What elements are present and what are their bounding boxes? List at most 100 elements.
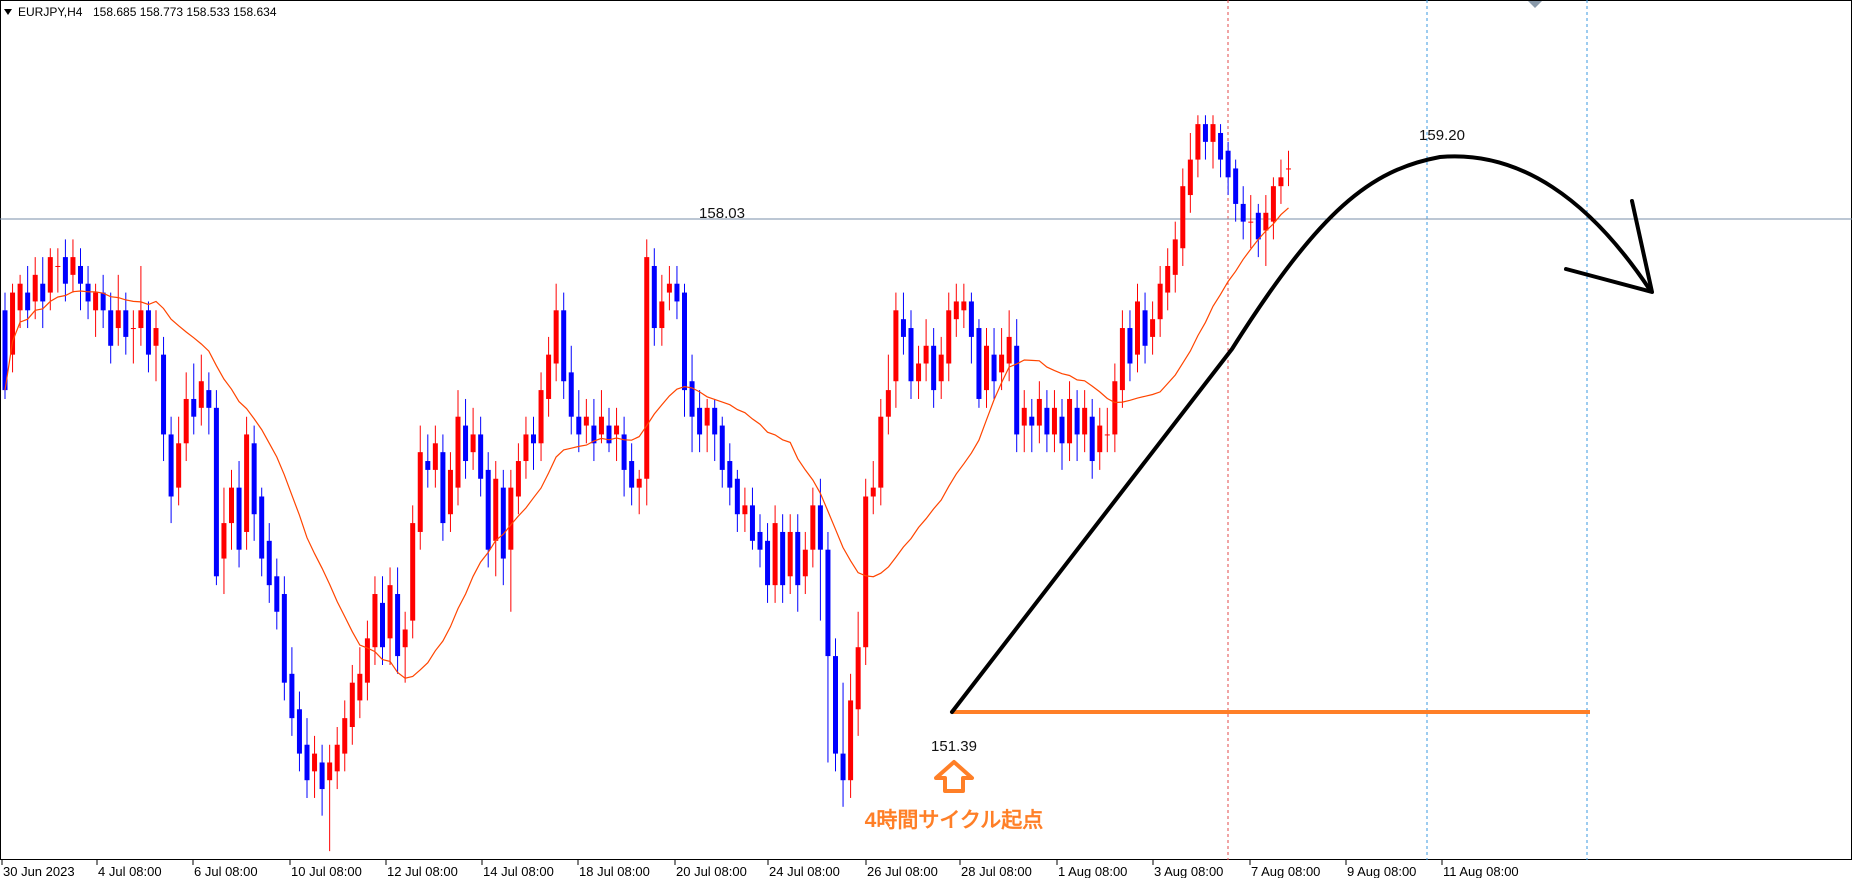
candle-body [85,283,91,302]
candle-body [817,505,823,550]
candle [1036,381,1042,444]
candle [440,434,446,541]
candle [893,292,899,408]
candle [100,274,106,329]
candle [334,727,340,790]
candle-body [1044,407,1050,435]
candle-body [863,496,869,648]
x-tick-label: 14 Jul 08:00 [483,864,554,878]
candle [70,239,76,293]
candle-body [259,496,265,559]
candle-body [319,762,325,790]
candle-body [1210,124,1216,142]
chart-shift-marker-icon[interactable] [1528,1,1542,8]
x-tick-label: 6 Jul 08:00 [194,864,258,878]
candle-body [1233,168,1239,204]
candle-body [923,345,929,364]
candle-body [145,310,151,355]
candle [47,248,53,311]
candle [757,514,763,568]
candle-body [825,549,831,657]
candle-body [1157,283,1163,320]
candle [772,505,778,603]
candle [168,416,174,524]
candle [1210,115,1216,169]
candle [1044,390,1050,453]
candle [1150,301,1156,355]
candle [281,576,287,701]
cycle-drawing-curve[interactable] [950,154,1652,714]
candle [916,345,922,399]
candle [161,336,167,462]
candle-body [229,487,234,524]
candle-body [198,381,204,408]
candle [25,265,31,329]
candle [259,487,265,577]
candle [32,257,38,320]
candle [508,469,514,612]
candle [108,292,114,364]
candle [991,328,997,399]
candle [553,283,559,382]
candle [123,292,129,355]
candle [1165,248,1171,311]
candle-body [855,647,861,710]
candle [999,328,1005,391]
candle [855,611,861,736]
candle [447,452,453,532]
candle [319,744,325,816]
candle-body [410,523,416,621]
candle-body [417,452,423,532]
candle-body [1021,407,1027,426]
candle-body [296,709,302,754]
candle-body [614,425,620,435]
candle-body [183,398,189,444]
candle [1135,283,1140,373]
candle [387,567,393,665]
candle [538,372,544,462]
candle [674,265,680,320]
candle-body [553,310,559,364]
candle [1225,141,1231,196]
candle [583,398,589,444]
candle-body [810,505,816,550]
candle [176,416,182,506]
candle-body [787,531,793,577]
candle-body [1165,265,1171,293]
candle [153,310,159,382]
x-tick-label: 9 Aug 08:00 [1347,864,1416,878]
candle [221,487,227,595]
candle [938,336,944,399]
candle-body [1119,328,1125,391]
candle-body [508,487,514,550]
x-tick-label: 7 Aug 08:00 [1251,864,1320,878]
candle-body [161,354,167,435]
candle [40,257,46,329]
collapse-triangle-icon[interactable] [4,9,12,15]
candle [531,416,536,470]
candle-body [840,753,846,781]
candle [410,505,416,639]
candle [380,576,385,665]
candle-body [1051,407,1057,435]
candle-body [531,434,536,444]
candle-body [221,523,227,559]
candle-body [568,372,574,417]
candle [1006,310,1012,382]
candle-body [999,354,1005,373]
candle-body [757,531,763,550]
candle [55,248,61,293]
candle [598,390,604,444]
candle [1195,115,1201,178]
candle-body [115,310,121,329]
candle-body [795,531,801,586]
candle-body [1255,212,1261,240]
candle-body [1225,150,1231,178]
candle [780,514,786,603]
candle-body [606,425,612,444]
candle [568,345,574,435]
candle [1218,124,1224,178]
candle [312,735,318,798]
candle [1180,168,1186,266]
